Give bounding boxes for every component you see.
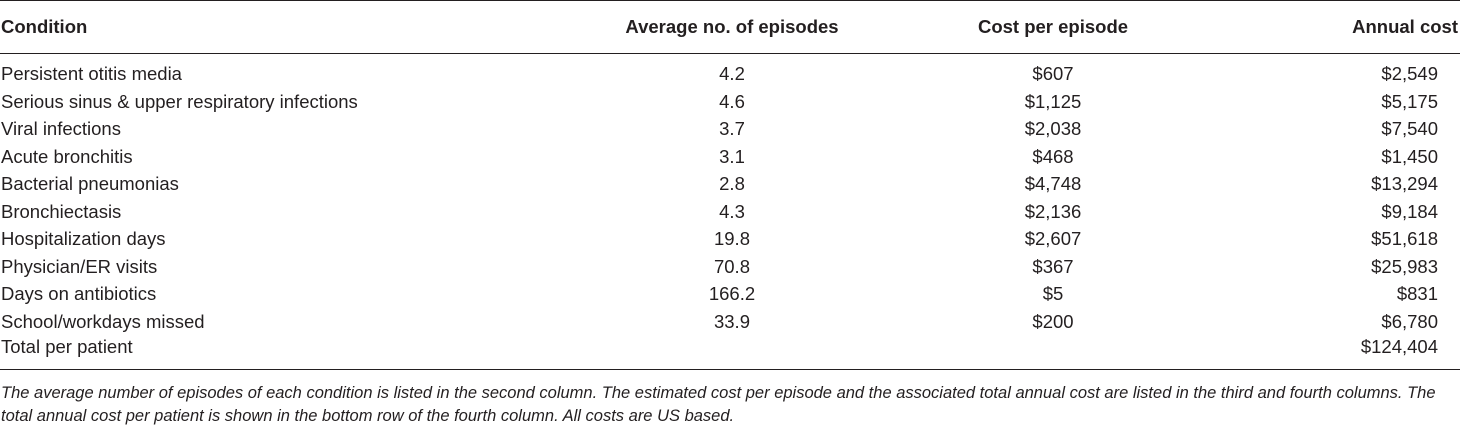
cell-episodes: 4.6: [719, 90, 745, 112]
cell-condition: Physician/ER visits: [1, 255, 158, 277]
cell-annual-cost: $13,294: [1371, 173, 1438, 194]
table-row: Hospitalization days 19.8 $2,607 $51,618: [0, 226, 1460, 254]
cell-cost-per-episode: $1,125: [1024, 90, 1082, 112]
cell-annual-cost: $7,540: [1381, 118, 1438, 139]
cell-cost-per-episode: $5: [1042, 283, 1064, 304]
table-header: Condition Average no. of episodes Cost p…: [0, 0, 1460, 54]
cell-episodes: 70.8: [713, 255, 750, 277]
cell-cost-per-episode: $607: [1032, 62, 1074, 84]
header-episodes: Average no. of episodes: [561, 0, 903, 54]
cell-condition: Bacterial pneumonias: [1, 173, 179, 194]
total-row: Total per patient $124,404: [0, 335, 1460, 370]
cell-cost-per-episode: $367: [1032, 255, 1074, 277]
table-row: Bronchiectasis 4.3 $2,136 $9,184: [0, 198, 1460, 226]
cell-episodes: 3.7: [719, 118, 745, 139]
cell-cost-per-episode: $2,607: [1024, 228, 1082, 249]
cell-annual-cost: $9,184: [1381, 200, 1438, 222]
cell-episodes: 166.2: [708, 283, 756, 304]
cell-episodes: 2.8: [719, 173, 745, 194]
cell-episodes: 3.1: [719, 145, 745, 167]
cost-table: Condition Average no. of episodes Cost p…: [0, 0, 1460, 370]
cell-condition: Serious sinus & upper respiratory infect…: [1, 90, 358, 112]
cell-cost-per-episode: $468: [1032, 145, 1074, 167]
cell-annual-cost: $2,549: [1381, 62, 1438, 84]
cell-condition: Acute bronchitis: [1, 145, 133, 167]
cell-annual-cost: $51,618: [1371, 228, 1438, 249]
total-label: Total per patient: [0, 335, 561, 370]
table-body: Persistent otitis media 4.2 $607 $2,549 …: [0, 54, 1460, 370]
table-row: Serious sinus & upper respiratory infect…: [0, 88, 1460, 116]
table-row: Acute bronchitis 3.1 $468 $1,450: [0, 143, 1460, 171]
table-row: School/workdays missed 33.9 $200 $6,780: [0, 308, 1460, 336]
cell-condition: Persistent otitis media: [1, 62, 182, 84]
table-row: Days on antibiotics 166.2 $5 $831: [0, 281, 1460, 309]
header-annual-cost: Annual cost: [1203, 0, 1460, 54]
table-row: Persistent otitis media 4.2 $607 $2,549: [0, 54, 1460, 89]
cell-condition: Days on antibiotics: [1, 283, 157, 304]
cell-condition: Viral infections: [1, 118, 121, 139]
table-row: Physician/ER visits 70.8 $367 $25,983: [0, 253, 1460, 281]
cell-cost-per-episode: $2,038: [1024, 118, 1082, 139]
cell-episodes: 4.2: [719, 62, 745, 84]
cell-cost-per-episode-empty: [903, 335, 1203, 370]
cell-condition: Bronchiectasis: [1, 200, 122, 222]
header-row: Condition Average no. of episodes Cost p…: [0, 0, 1460, 54]
cell-annual-cost: $25,983: [1371, 255, 1438, 277]
cell-episodes-empty: [561, 335, 903, 370]
table-row: Viral infections 3.7 $2,038 $7,540: [0, 116, 1460, 144]
cell-annual-cost: $831: [1396, 283, 1438, 304]
header-condition: Condition: [0, 0, 561, 54]
cell-condition: School/workdays missed: [1, 310, 205, 332]
header-cost-per-episode: Cost per episode: [903, 0, 1203, 54]
cell-episodes: 19.8: [713, 228, 750, 249]
cell-cost-per-episode: $2,136: [1024, 200, 1082, 222]
cell-episodes: 4.3: [719, 200, 745, 222]
cell-cost-per-episode: $4,748: [1024, 173, 1082, 194]
table-footnote: The average number of episodes of each c…: [1, 383, 1436, 426]
cell-annual-cost: $5,175: [1381, 90, 1438, 112]
cell-annual-cost: $1,450: [1381, 145, 1438, 167]
cell-condition: Hospitalization days: [1, 228, 166, 249]
cell-cost-per-episode: $200: [1032, 310, 1074, 332]
cell-episodes: 33.9: [713, 310, 750, 332]
cell-annual-cost: $6,780: [1381, 310, 1438, 332]
total-annual-cost: $124,404: [1203, 335, 1460, 370]
table-row: Bacterial pneumonias 2.8 $4,748 $13,294: [0, 171, 1460, 199]
